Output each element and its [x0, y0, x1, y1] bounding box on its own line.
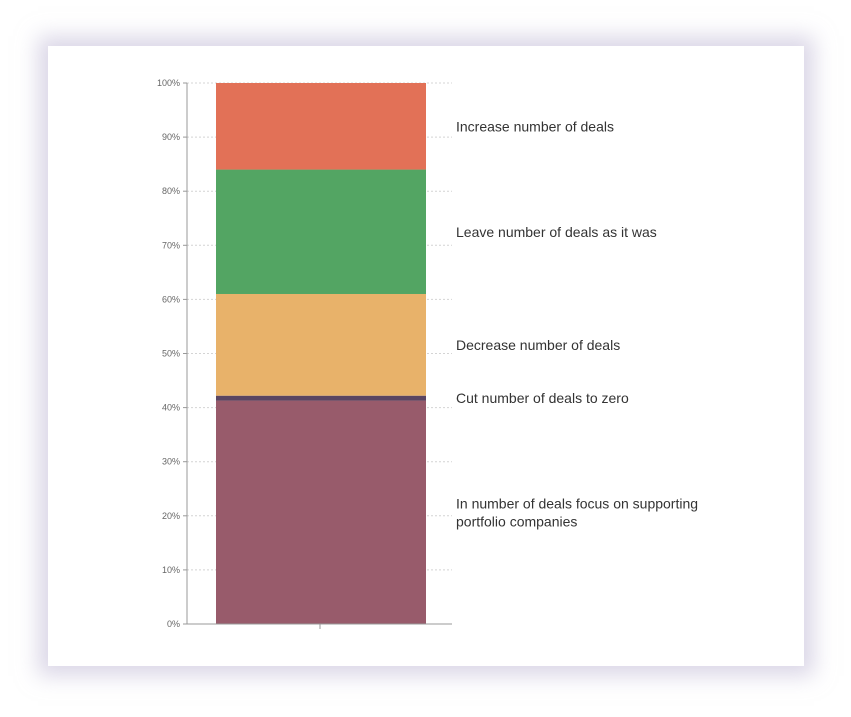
y-tick-label: 10% [162, 565, 180, 575]
bar-segment [216, 400, 426, 624]
segment-label: Leave number of deals as it was [456, 224, 657, 240]
bar-segment [216, 293, 426, 396]
y-tick-label: 20% [162, 511, 180, 521]
bar-segments [216, 83, 426, 624]
bar-segment [216, 83, 426, 170]
segment-labels: In number of deals focus on supporting po… [456, 118, 698, 529]
segment-label: Increase number of deals [456, 118, 614, 134]
y-tick-label: 30% [162, 457, 180, 467]
segment-label: Cut number of deals to zero [456, 390, 629, 406]
y-tick-label: 90% [162, 132, 180, 142]
y-tick-label: 50% [162, 349, 180, 359]
y-tick-label: 100% [157, 78, 180, 88]
y-tick-label: 80% [162, 186, 180, 196]
y-tick-label: 0% [167, 619, 180, 629]
y-axis-ticks: 0% 10% 20% 30% 40% 50% 60% 70% 80% 90% 100% [157, 78, 187, 629]
segment-label: In number of deals focus on supporting po… [456, 495, 698, 529]
bar-segment [216, 169, 426, 294]
segment-label: Decrease number of deals [456, 337, 620, 353]
y-tick-label: 70% [162, 240, 180, 250]
y-tick-label: 60% [162, 294, 180, 304]
y-tick-label: 40% [162, 403, 180, 413]
bar-segment [216, 395, 426, 401]
